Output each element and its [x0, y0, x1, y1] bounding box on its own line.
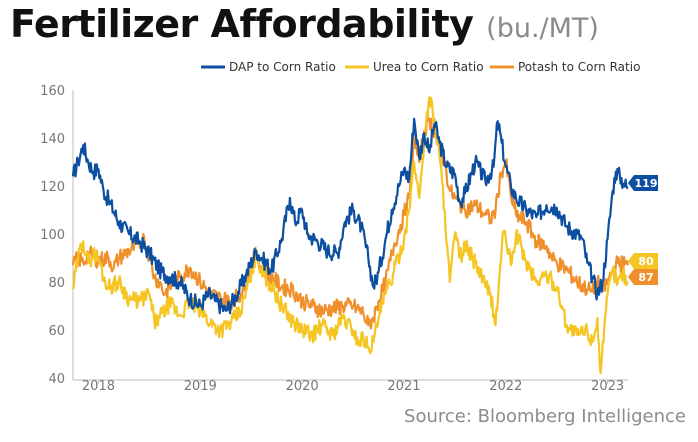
- x-tick-label: 2022: [489, 379, 522, 394]
- source-note: Source: Bloomberg Intelligence: [404, 406, 686, 427]
- series-line-dap-to-corn-ratio: [71, 117, 629, 315]
- chart-title-text: Fertilizer Affordability: [10, 2, 474, 46]
- end-value-label: 87: [638, 271, 653, 284]
- chart-title: Fertilizer Affordability (bu./MT): [10, 2, 599, 46]
- y-tick-label: 160: [40, 84, 65, 99]
- series-line-potash-to-corn-ratio: [71, 114, 630, 330]
- x-tick-label: 2019: [184, 379, 217, 394]
- chart-series-layer: [71, 96, 630, 375]
- legend-label: Urea to Corn Ratio: [373, 60, 484, 74]
- chart-axes: 40 60 80 100 120 140 160 2018 2019 2020 2021 2022 20…: [40, 84, 628, 394]
- x-tick-label: 2023: [591, 379, 624, 394]
- x-tick-label: 2020: [286, 379, 319, 394]
- y-tick-label: 80: [48, 276, 65, 291]
- x-tick-label: 2021: [387, 379, 420, 394]
- end-value-label: 80: [638, 255, 654, 268]
- y-tick-label: 100: [40, 228, 65, 243]
- legend-label: Potash to Corn Ratio: [518, 60, 640, 74]
- chart-legend: DAP to Corn Ratio Urea to Corn Ratio Potas…: [201, 60, 640, 74]
- y-tick-label: 140: [40, 132, 65, 147]
- series-line-urea-to-corn-ratio: [71, 96, 629, 375]
- chart-end-labels: 119 80 87: [628, 175, 658, 285]
- legend-label: DAP to Corn Ratio: [229, 60, 336, 74]
- end-value-label: 119: [635, 177, 658, 190]
- end-value-tag: [628, 269, 658, 285]
- chart-subtitle: (bu./MT): [486, 13, 599, 44]
- x-tick-label: 2018: [82, 379, 115, 394]
- end-value-tag: [628, 253, 658, 269]
- y-tick-label: 40: [48, 372, 65, 387]
- y-tick-label: 60: [48, 324, 65, 339]
- y-tick-label: 120: [40, 180, 65, 195]
- end-value-tag: [628, 175, 658, 191]
